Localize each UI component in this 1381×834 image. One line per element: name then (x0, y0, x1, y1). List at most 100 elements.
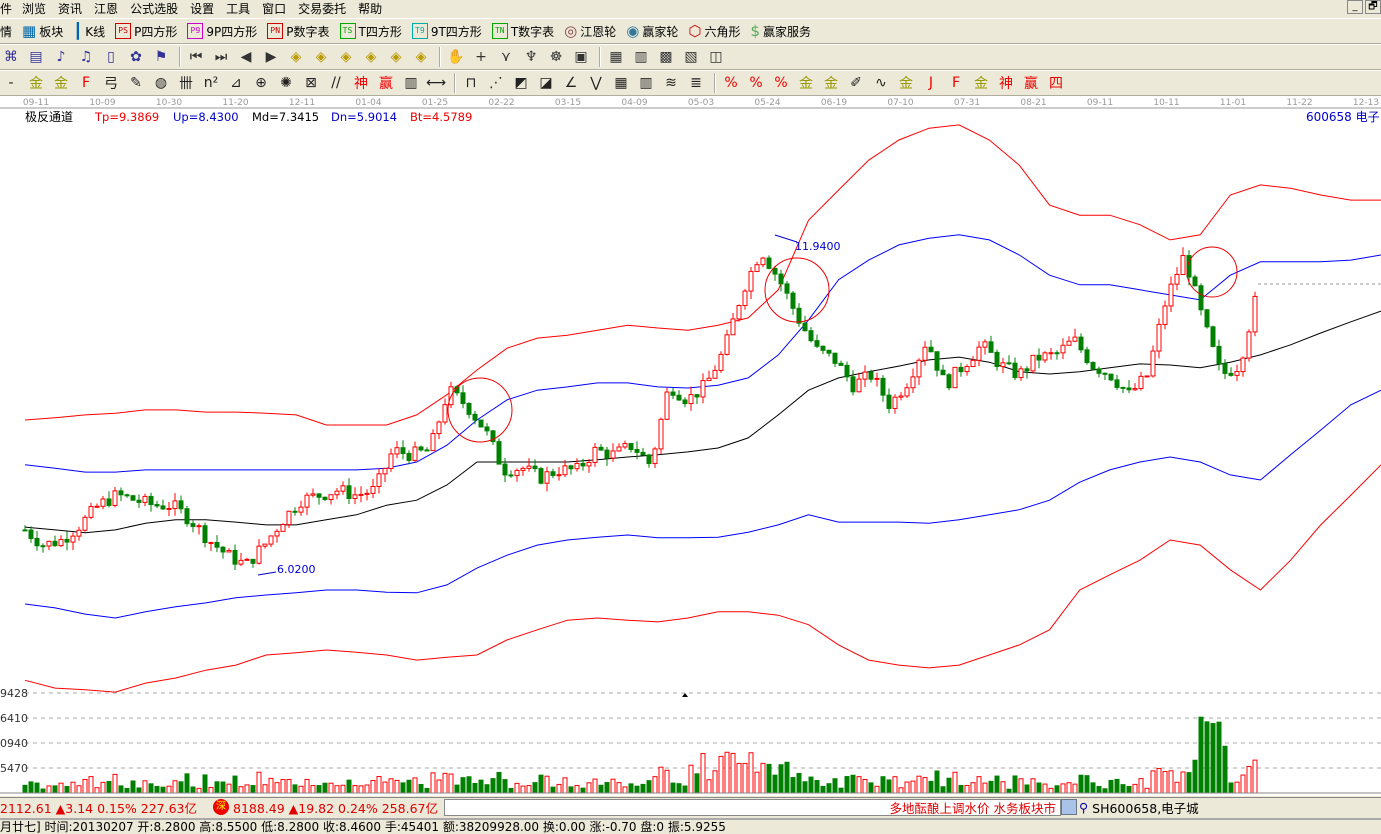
toolbar-tool-icon[interactable]: ✐ (850, 75, 862, 91)
sz-index-quote[interactable]: 8188.49 ▲19.82 0.24% 258.67亿 (233, 800, 438, 816)
toolbar-tool-icon[interactable]: 赢 (379, 76, 393, 92)
menu-item[interactable]: 江恩 (94, 2, 119, 16)
menu-item[interactable]: 资讯 (58, 2, 83, 16)
toolbar-tool-icon[interactable]: 金 (824, 76, 838, 92)
toolbar-button[interactable]: ◉ 赢家轮 (626, 22, 678, 40)
toolbar-tool-icon[interactable]: ◈ (290, 49, 302, 65)
toolbar-tool-icon[interactable]: ⋁ (590, 75, 602, 91)
toolbar-tool-icon[interactable]: % (724, 75, 738, 91)
menu-item[interactable]: 件 (0, 2, 13, 16)
sh-index-quote[interactable]: 2112.61 ▲3.14 0.15% 227.63亿 (0, 800, 198, 816)
toolbar-tool-icon[interactable]: ▦ (614, 75, 628, 91)
toolbar-tool-icon[interactable]: ♪ (56, 49, 66, 65)
toolbar-tool-icon[interactable]: 金 (899, 76, 913, 92)
toolbar-tool-icon[interactable]: ▶ (265, 49, 277, 65)
toolbar-tool-icon[interactable]: ⟷ (425, 75, 447, 91)
toolbar-tool-icon[interactable]: ◪ (539, 75, 553, 91)
toolbar-tool-icon[interactable]: J (928, 75, 934, 91)
minimize-button[interactable]: _ (1347, 0, 1363, 14)
toolbar-tool-icon[interactable]: ⏭ (214, 49, 228, 65)
toolbar-tool-icon[interactable]: ✎ (130, 75, 142, 91)
toolbar-tool-icon[interactable]: % (749, 75, 763, 91)
toolbar-tool-icon[interactable]: 弓 (104, 76, 118, 92)
toolbar-tool-icon[interactable]: 金 (29, 76, 43, 92)
toolbar-button[interactable]: ◎ 江恩轮 (564, 22, 616, 40)
menu-item[interactable]: 工具 (226, 2, 251, 16)
toolbar-button[interactable]: $ 赢家服务 (751, 22, 812, 40)
toolbar-tool-icon[interactable]: ▯ (107, 49, 115, 65)
toolbar-tool-icon[interactable]: ◩ (514, 75, 528, 91)
toolbar-tool-icon[interactable]: 神 (354, 76, 368, 92)
toolbar-tool-icon[interactable]: ☸ (549, 49, 563, 65)
toolbar-tool-icon[interactable]: ▥ (404, 75, 418, 91)
toolbar-tool-icon[interactable]: ▩ (659, 49, 673, 65)
menu-item[interactable]: 交易委托 (298, 2, 347, 16)
toolbar-tool-icon[interactable]: 金 (799, 76, 813, 92)
toolbar-tool-icon[interactable]: ◈ (390, 49, 402, 65)
toolbar-tool-icon[interactable]: ⋰ (489, 75, 503, 91)
toolbar-button[interactable]: TN T数字表 (491, 23, 554, 40)
toolbar-tool-icon[interactable]: ⊿ (230, 75, 242, 91)
toolbar-tool-icon[interactable]: F (951, 75, 961, 91)
toolbar-button[interactable]: PS P四方形 (115, 23, 177, 40)
toolbar-tool-icon[interactable]: ◈ (315, 49, 327, 65)
toolbar-tool-icon[interactable]: n² (203, 75, 219, 91)
toolbar-tool-icon[interactable]: 卌 (179, 76, 193, 92)
toolbar-tool-icon[interactable]: - (8, 75, 14, 91)
toolbar-tool-icon[interactable]: ⌘ (4, 49, 18, 65)
toolbar-tool-icon[interactable]: ≣ (690, 75, 702, 91)
toolbar-tool-icon[interactable]: // (331, 75, 341, 91)
toolbar-tool-icon[interactable]: ▥ (639, 75, 653, 91)
menu-item[interactable]: 公式选股 (130, 2, 179, 16)
toolbar-tool-icon[interactable]: ≋ (665, 75, 677, 91)
toolbar-tool-icon[interactable]: 神 (999, 76, 1013, 92)
toolbar-tool-icon[interactable]: + (475, 49, 487, 65)
news-ticker-text[interactable]: 多地酝酿上调水价 水务板块市 (889, 800, 1056, 816)
toolbar-button[interactable]: PN P数字表 (267, 23, 330, 40)
menu-item[interactable]: 浏览 (22, 2, 47, 16)
menu-item[interactable]: 窗口 (262, 2, 287, 16)
toolbar-tool-icon[interactable]: ⋎ (500, 49, 512, 65)
toolbar-tool-icon[interactable]: ▥ (634, 49, 648, 65)
toolbar-tool-icon[interactable]: ⊕ (255, 75, 267, 91)
toolbar-button[interactable]: 情 (0, 23, 12, 40)
toolbar-tool-icon[interactable]: ◈ (340, 49, 352, 65)
toolbar-tool-icon[interactable]: ♆ (524, 49, 538, 65)
toolbar-tool-icon[interactable]: ▦ (609, 49, 623, 65)
toolbar-tool-icon[interactable]: ◈ (415, 49, 427, 65)
toolbar-tool-icon[interactable]: 金 (974, 76, 988, 92)
toolbar-tool-icon[interactable]: ∠ (564, 75, 578, 91)
toolbar-tool-icon[interactable]: ▣ (574, 49, 588, 65)
news-ticker[interactable]: 多地酝酿上调水价 水务板块市 (443, 798, 1061, 816)
restore-button[interactable]: 🗗 (1365, 0, 1381, 14)
toolbar-tool-icon[interactable]: F (81, 75, 91, 91)
toolbar-tool-icon[interactable]: 赢 (1024, 76, 1038, 92)
toolbar-tool-icon[interactable]: ✋ (447, 49, 465, 65)
toolbar-tool-icon[interactable]: % (774, 75, 788, 91)
toolbar-button[interactable]: TS T四方形 (339, 23, 402, 40)
toolbar-button[interactable]: ┃ K线 (73, 22, 105, 40)
toolbar-tool-icon[interactable]: ◫ (709, 49, 723, 65)
toolbar-tool-icon[interactable]: ▧ (684, 49, 698, 65)
toolbar-tool-icon[interactable]: ◍ (154, 75, 168, 91)
toolbar-tool-icon[interactable]: ⚑ (154, 49, 168, 65)
toolbar-tool-icon[interactable]: ⊓ (465, 75, 477, 91)
toolbar-tool-icon[interactable]: ✺ (280, 75, 292, 91)
toolbar-tool-icon[interactable]: ▤ (29, 49, 43, 65)
toolbar-tool-icon[interactable]: ⏮ (189, 49, 203, 65)
toolbar-button[interactable]: P9 9P四方形 (187, 23, 257, 40)
menu-item[interactable]: 设置 (190, 2, 215, 16)
kline-chart[interactable]: 09-11 10-09 10-30 11-20 12-11 01-04 01-25 02-22… (0, 96, 1381, 796)
toolbar-tool-icon[interactable]: ∿ (875, 75, 887, 91)
toolbar-tool-icon[interactable]: ⊠ (305, 75, 317, 91)
toolbar-button[interactable]: ⬡ 六角形 (688, 22, 740, 40)
toolbar-tool-icon[interactable]: 金 (54, 76, 68, 92)
toolbar-tool-icon[interactable]: ♫ (79, 49, 93, 65)
toolbar-tool-icon[interactable]: ✿ (130, 49, 142, 65)
toolbar-tool-icon[interactable]: ◀ (240, 49, 252, 65)
toolbar-tool-icon[interactable]: ◈ (365, 49, 377, 65)
toolbar-button[interactable]: T9 9T四方形 (411, 23, 482, 40)
toolbar-tool-icon[interactable]: 四 (1049, 76, 1063, 92)
menu-item[interactable]: 帮助 (358, 2, 383, 16)
ticker-scroll-button[interactable] (1060, 799, 1077, 815)
